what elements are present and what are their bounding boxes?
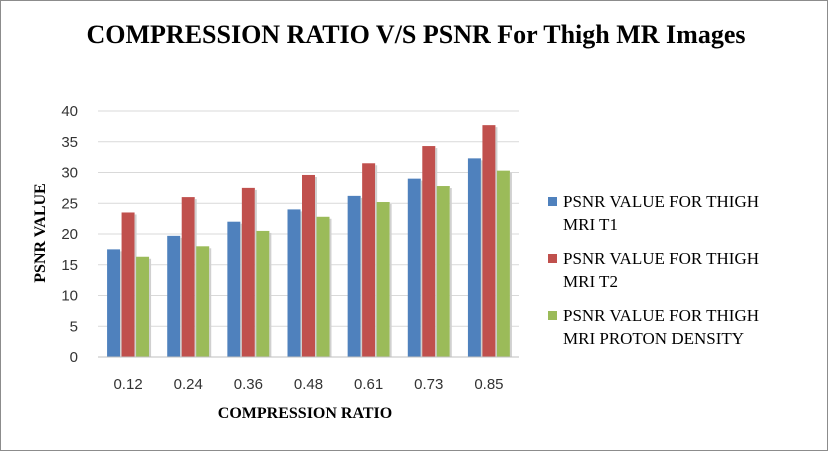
bar-shadow	[509, 172, 512, 357]
bar-shadow	[254, 189, 257, 357]
bar-mri-proton-density-0	[136, 256, 150, 357]
y-tick-label: 0	[70, 349, 78, 366]
bar-shadow	[209, 248, 212, 357]
bar-mri-t2-5	[422, 146, 436, 357]
bar-mri-t1-6	[467, 158, 481, 357]
y-tick-label: 5	[70, 318, 78, 335]
bars	[107, 125, 512, 358]
bar-shadow	[495, 127, 498, 358]
legend-swatch	[548, 311, 557, 320]
x-tick-label: 0.36	[234, 376, 263, 393]
bar-mri-t2-3	[302, 174, 315, 357]
bar-mri-t1-3	[287, 209, 301, 357]
bar-shadow	[389, 204, 392, 357]
x-axis-title: COMPRESSION RATIO	[218, 405, 392, 422]
bar-shadow	[269, 232, 272, 357]
y-tick-label: 25	[61, 195, 78, 212]
bar-shadow	[194, 199, 197, 357]
y-tick-label: 40	[61, 103, 78, 120]
bar-mri-proton-density-6	[496, 170, 510, 357]
bar-mri-t2-0	[121, 212, 135, 357]
bar-mri-t2-6	[482, 125, 496, 358]
legend: PSNR VALUE FOR THIGH MRI T1 PSNR VALUE FOR…	[548, 192, 759, 348]
bar-mri-t1-0	[107, 249, 121, 357]
bar-shadow	[375, 165, 378, 357]
legend-label: PSNR VALUE FOR THIGH	[563, 306, 759, 325]
legend-label: PSNR VALUE FOR THIGH	[563, 192, 759, 211]
bar-mri-t1-2	[227, 221, 241, 357]
bar-shadow	[449, 188, 452, 357]
bar-mri-t1-1	[167, 235, 181, 357]
axes: 0 5 10 15 20 25 30 35 40 0.12 0.24 0.36 0.48 0.61 0.73…	[61, 103, 519, 393]
y-tick-label: 10	[61, 288, 78, 305]
bar-shadow	[180, 237, 183, 357]
bar-mri-proton-density-4	[376, 202, 390, 357]
y-tick-label: 30	[61, 165, 78, 182]
bar-shadow	[240, 223, 243, 357]
bar-shadow	[300, 211, 303, 357]
bar-shadow	[134, 214, 137, 357]
bar-mri-t1-4	[347, 195, 361, 357]
x-tick-label: 0.24	[174, 376, 203, 393]
bar-mri-t2-2	[241, 187, 255, 357]
x-tick-label: 0.48	[294, 376, 323, 393]
bar-shadow	[360, 197, 363, 357]
x-tick-label: 0.61	[354, 376, 383, 393]
x-tick-label: 0.12	[113, 376, 142, 393]
legend-swatch	[548, 254, 557, 263]
legend-label: MRI PROTON DENSITY	[563, 329, 744, 348]
x-tick-label: 0.85	[474, 376, 503, 393]
bar-shadow	[315, 176, 317, 357]
bar-mri-proton-density-2	[256, 230, 270, 357]
legend-swatch	[548, 197, 557, 206]
x-tick-label: 0.73	[414, 376, 443, 393]
chart-title: COMPRESSION RATIO V/S PSNR For Thigh MR …	[86, 20, 746, 49]
bar-shadow	[329, 218, 332, 357]
bar-mri-proton-density-1	[196, 246, 210, 357]
bar-mri-proton-density-5	[436, 186, 450, 357]
legend-label: MRI T1	[563, 215, 618, 234]
y-axis-title: PSNR VALUE	[32, 183, 49, 282]
bar-shadow	[149, 258, 152, 357]
bar-mri-proton-density-3	[316, 216, 330, 357]
y-tick-label: 15	[61, 257, 78, 274]
bar-shadow	[120, 251, 123, 357]
bar-mri-t2-1	[181, 197, 195, 357]
y-tick-label: 35	[61, 134, 78, 151]
y-tick-label: 20	[61, 226, 78, 243]
bar-mri-t2-4	[362, 163, 376, 357]
bar-mri-t1-5	[407, 178, 421, 357]
bar-shadow	[420, 180, 423, 357]
legend-label: MRI T2	[563, 272, 618, 291]
legend-label: PSNR VALUE FOR THIGH	[563, 249, 759, 268]
bar-shadow	[435, 148, 438, 357]
bar-shadow	[480, 160, 483, 357]
